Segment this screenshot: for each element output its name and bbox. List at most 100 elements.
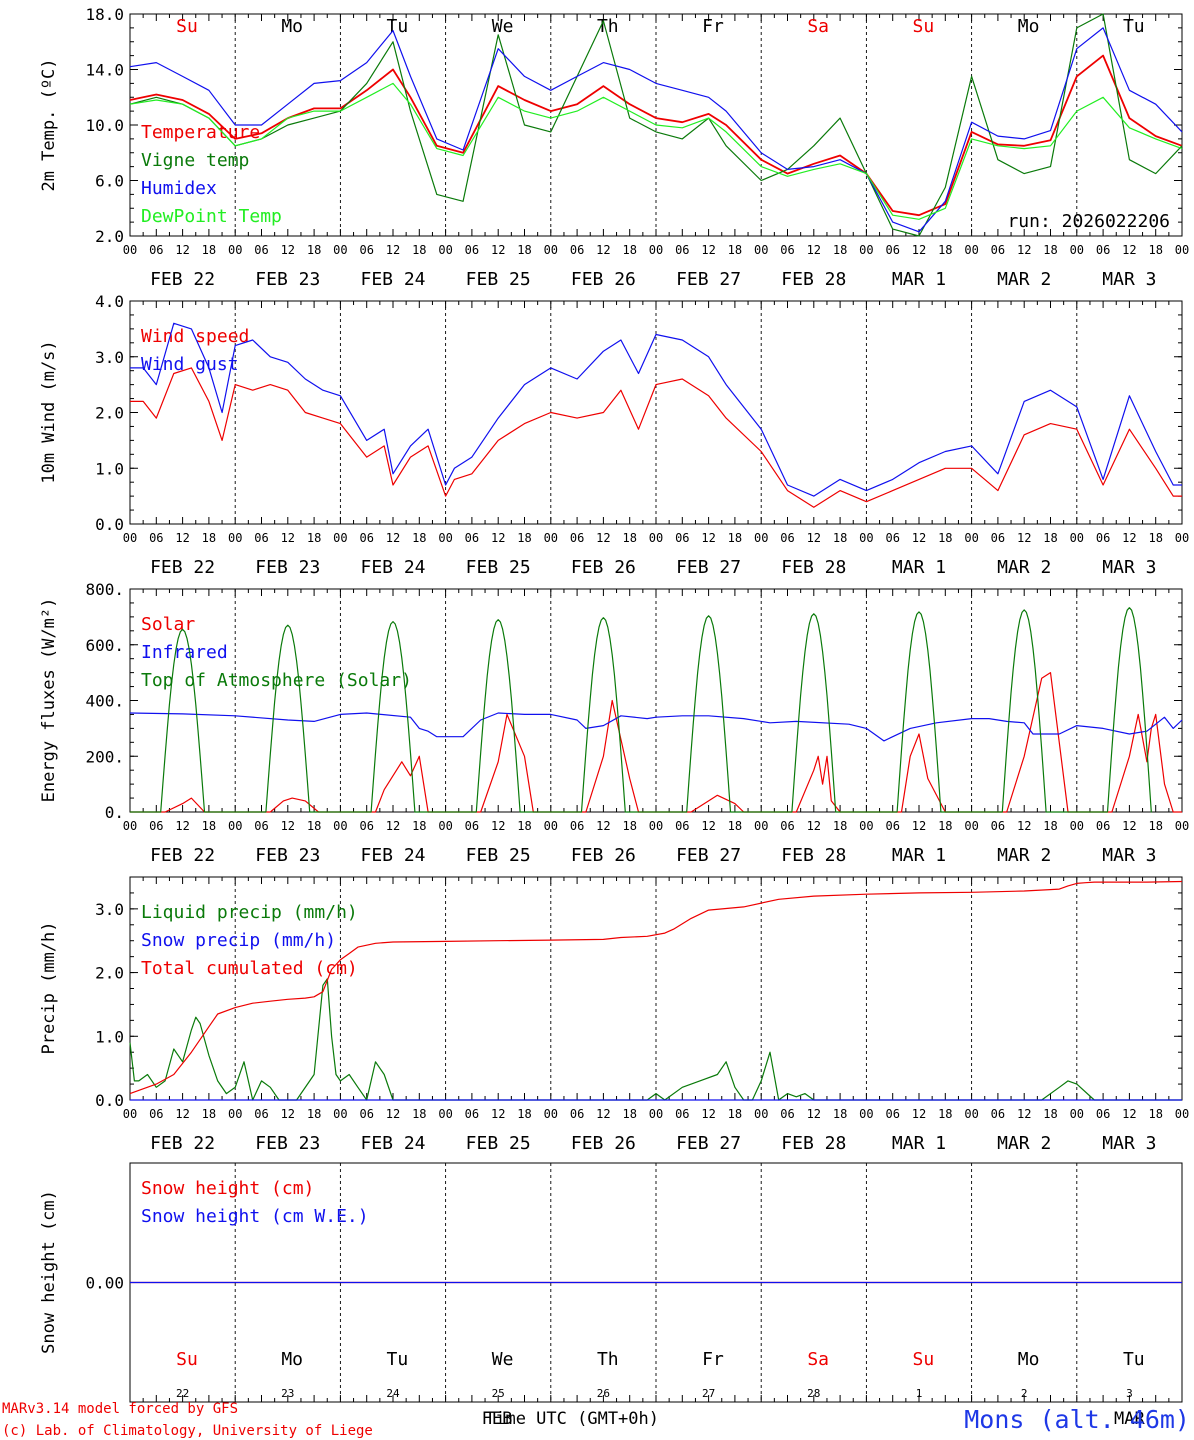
x-hour-label: 18	[412, 819, 426, 833]
x-hour-label: 12	[175, 243, 189, 257]
y-tick-label: 600.	[85, 636, 124, 655]
x-hour-label: 18	[412, 531, 426, 545]
x-date-label: MAR 3	[1102, 845, 1156, 866]
x-hour-label: 12	[807, 243, 821, 257]
day-number-label: 2	[1021, 1387, 1028, 1400]
weekday-label: Tu	[1123, 1349, 1145, 1370]
x-hour-label: 18	[938, 819, 952, 833]
x-hour-label: 12	[596, 819, 610, 833]
y-tick-label: 2.0	[95, 404, 124, 423]
x-hour-label: 00	[1175, 819, 1189, 833]
y-tick-label: 10.0	[85, 116, 124, 135]
x-date-label: FEB 24	[360, 557, 425, 578]
x-hour-label: 12	[1122, 531, 1136, 545]
x-hour-label: 06	[149, 243, 163, 257]
x-hour-label: 06	[465, 819, 479, 833]
x-hour-label: 12	[175, 819, 189, 833]
x-date-label: FEB 25	[466, 845, 531, 866]
x-hour-label: 18	[1043, 1107, 1057, 1121]
y-tick-label: 4.0	[95, 292, 124, 311]
x-hour-label: 18	[833, 531, 847, 545]
y-axis-label: 10m Wind (m/s)	[39, 340, 59, 483]
x-hour-label: 00	[964, 531, 978, 545]
x-hour-label: 12	[1017, 531, 1031, 545]
x-date-label: FEB 23	[255, 269, 320, 290]
weekday-label: Su	[913, 16, 935, 37]
y-tick-label: 0.0	[95, 1091, 124, 1110]
x-date-label: MAR 2	[997, 557, 1051, 578]
x-hour-label: 06	[1096, 1107, 1110, 1121]
x-hour-label: 00	[544, 819, 558, 833]
station-label: Mons (alt. 46m)	[964, 1405, 1190, 1434]
plot-frame	[129, 588, 1183, 813]
x-hour-label: 00	[333, 243, 347, 257]
legend-entry: Wind gust	[141, 354, 239, 375]
x-hour-label: 00	[649, 531, 663, 545]
x-hour-label: 12	[491, 243, 505, 257]
weekday-label: Tu	[1123, 16, 1145, 37]
x-hour-label: 06	[465, 243, 479, 257]
credit-line-1: MARv3.14 model forced by GFS	[2, 1401, 238, 1417]
day-number-label: 23	[281, 1387, 294, 1400]
x-hour-label: 06	[570, 243, 584, 257]
x-hour-label: 12	[596, 1107, 610, 1121]
x-hour-label: 00	[228, 1107, 242, 1121]
x-hour-label: 06	[254, 243, 268, 257]
chart-panels: 2.06.010.014.018.02m Temp. (ºC)00 06 12 18F…	[39, 5, 1189, 1429]
x-hour-label: 06	[780, 819, 794, 833]
x-date-label: MAR 1	[892, 845, 946, 866]
series-dewpoint-temp	[129, 82, 1183, 220]
x-date-label: FEB 25	[466, 1133, 531, 1154]
weekday-label: Mo	[1018, 1349, 1040, 1370]
x-hour-label: 12	[912, 531, 926, 545]
x-hour-label: 00	[859, 1107, 873, 1121]
x-hour-label: 06	[885, 819, 899, 833]
x-date-label: MAR 2	[997, 1133, 1051, 1154]
x-hour-label: 00	[544, 1107, 558, 1121]
x-hour-label: 12	[491, 819, 505, 833]
weekday-label: Th	[597, 1349, 619, 1370]
x-hour-label: 18	[517, 1107, 531, 1121]
x-hour-label: 06	[359, 819, 373, 833]
month-break-label: MAR	[1114, 1409, 1145, 1429]
x-date-label: FEB 24	[360, 269, 425, 290]
x-hour-label: 18	[728, 243, 742, 257]
x-hour-label: 00	[438, 1107, 452, 1121]
y-axis-label: 2m Temp. (ºC)	[39, 58, 59, 191]
x-hour-label: 18	[833, 819, 847, 833]
x-date-label: FEB 26	[571, 845, 636, 866]
legend-entry: Humidex	[141, 178, 217, 199]
x-date-label: MAR 2	[997, 269, 1051, 290]
x-hour-label: 06	[780, 243, 794, 257]
x-hour-label: 18	[622, 243, 636, 257]
weekday-label: We	[492, 1349, 514, 1370]
x-hour-label: 00	[964, 243, 978, 257]
x-hour-label: 00	[754, 243, 768, 257]
x-hour-label: 18	[622, 531, 636, 545]
x-hour-label: 12	[281, 1107, 295, 1121]
x-hour-label: 00	[1070, 243, 1084, 257]
y-tick-label: 800.	[85, 580, 124, 599]
weekday-label: Su	[176, 16, 198, 37]
panel-wind: 0.0 1.0 2.0 3.0 4.0 10m Wind (m/s) 00 06 12 18 FEB…	[39, 292, 1189, 578]
x-hour-label: 18	[622, 819, 636, 833]
legend-entry: Solar	[141, 614, 195, 635]
y-tick-label: 1.0	[95, 459, 124, 478]
x-hour-label: 12	[1122, 1107, 1136, 1121]
x-hour-label: 18	[938, 243, 952, 257]
x-date-label: FEB 28	[781, 557, 846, 578]
x-hour-label: 00	[123, 531, 137, 545]
x-hour-label: 18	[202, 531, 216, 545]
x-hour-label: 00	[1175, 243, 1189, 257]
x-date-label: FEB 23	[255, 557, 320, 578]
x-hour-label: 06	[254, 531, 268, 545]
footer: MARv3.14 model forced by GFS (c) Lab. of…	[2, 1401, 1190, 1439]
x-hour-label: 00	[123, 243, 137, 257]
day-number-label: 24	[386, 1387, 400, 1400]
series-humidex	[129, 27, 1183, 233]
x-hour-label: 12	[1017, 1107, 1031, 1121]
series-temperature	[129, 54, 1183, 217]
x-hour-label: 18	[1043, 243, 1057, 257]
weekday-label: Sa	[807, 16, 829, 37]
